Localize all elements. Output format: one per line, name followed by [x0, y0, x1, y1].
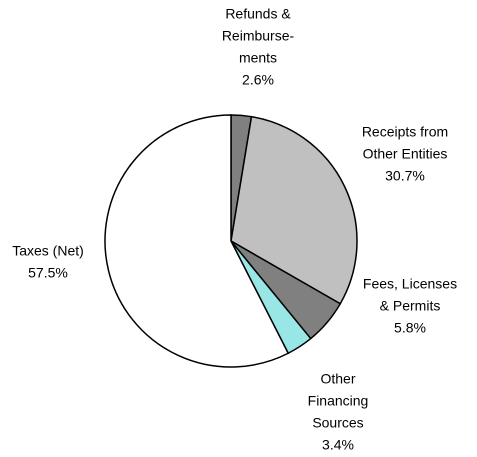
slice-label: Sources	[312, 415, 363, 431]
slice-value-label: 30.7%	[385, 168, 425, 184]
pie-slice	[104, 114, 290, 368]
slice-label: Other	[320, 371, 355, 387]
slice-value-label: 57.5%	[28, 265, 68, 281]
slice-label: Receipts from	[362, 124, 448, 140]
slice-value-label: 2.6%	[242, 72, 274, 88]
slice-label: Refunds &	[225, 6, 291, 22]
slice-value-label: 3.4%	[322, 437, 354, 453]
slice-label: ments	[239, 50, 277, 66]
slice-label: Other Entities	[363, 146, 448, 162]
slice-label: Taxes (Net)	[12, 243, 84, 259]
slice-label: Fees, Licenses	[363, 276, 457, 292]
slice-label: Financing	[308, 393, 369, 409]
slice-label: & Permits	[380, 298, 441, 314]
pie-slice	[230, 115, 358, 305]
slice-label: Reimburse-	[222, 28, 295, 44]
slice-value-label: 5.8%	[394, 320, 426, 336]
